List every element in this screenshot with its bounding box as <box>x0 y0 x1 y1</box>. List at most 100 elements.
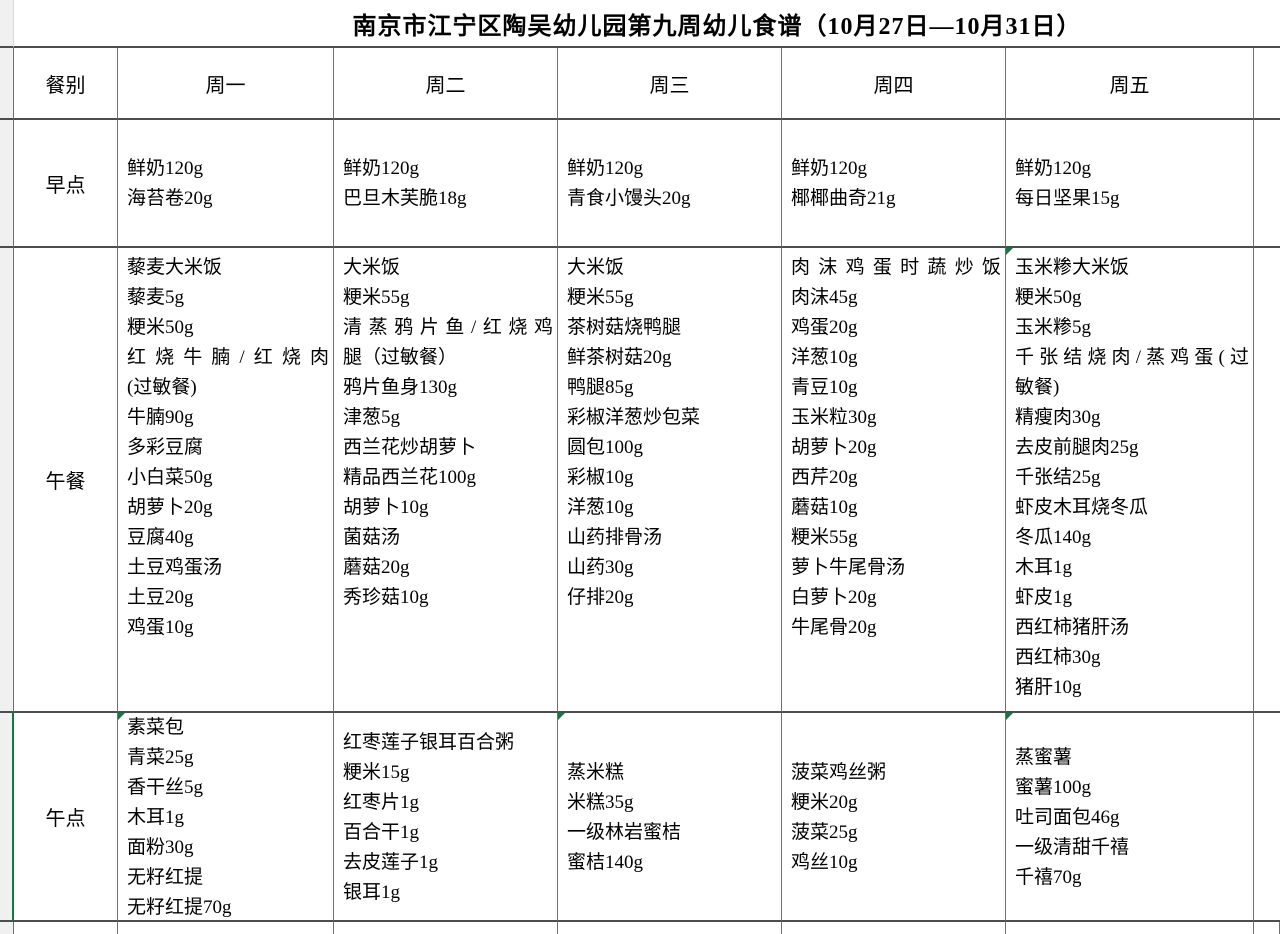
menu-line: 蘑菇20g <box>343 557 410 578</box>
left-margin <box>0 120 14 248</box>
menu-cell[interactable]: 鲜奶120g 每日坚果15g <box>1006 120 1254 248</box>
column-header-day-2[interactable]: 周二 <box>334 48 558 120</box>
menu-cell[interactable]: 玉米糁大米饭 粳米50g 玉米糁5g 千张结烧肉/蒸鸡蛋(过 敏餐) 精瘦肉30g 去皮前腿… <box>1006 248 1254 713</box>
table-edge-cell <box>1254 120 1280 248</box>
menu-line: 香干丝5g <box>127 776 204 798</box>
menu-cell[interactable]: 菠菜鸡丝粥 粳米20g 菠菜25g 鸡丝10g <box>782 713 1006 922</box>
menu-line: 多彩豆腐 <box>127 437 204 458</box>
menu-line: 素菜包 <box>127 716 185 738</box>
menu-line: 鲜奶120g <box>127 158 204 179</box>
menu-line: 仔排20g <box>567 587 634 608</box>
menu-line: 银耳1g <box>343 881 401 903</box>
menu-line: 椰椰曲奇21g <box>791 188 896 209</box>
menu-line: 巴旦木芙脆18g <box>343 188 467 209</box>
partial-row-cell <box>1006 922 1254 934</box>
menu-line: 蜜桔140g <box>567 851 644 873</box>
menu-line: 大米饭 <box>567 257 625 278</box>
meal-label-cell[interactable]: 午餐 <box>14 248 118 713</box>
menu-line: 去皮前腿肉25g <box>1015 437 1139 458</box>
column-header-day-5[interactable]: 周五 <box>1006 48 1254 120</box>
menu-line: 精瘦肉30g <box>1015 407 1101 428</box>
menu-line: 红枣莲子银耳百合粥 <box>343 731 515 753</box>
menu-line: 蜜薯100g <box>1015 776 1092 798</box>
menu-line: 红烧牛腩/红烧肉 <box>127 347 329 368</box>
menu-line: 藜麦5g <box>127 287 185 308</box>
menu-line: 肉沫45g <box>791 287 858 308</box>
menu-line: 蒸蜜薯 <box>1015 746 1073 768</box>
menu-line: 粳米55g <box>791 527 858 548</box>
menu-line: 玉米糁5g <box>1015 317 1092 338</box>
left-margin <box>0 48 14 120</box>
menu-line: 牛腩90g <box>127 407 194 428</box>
menu-line: 虾皮1g <box>1015 587 1073 608</box>
left-margin <box>0 922 14 934</box>
menu-line: 蒸米糕 <box>567 761 625 783</box>
menu-line: 洋葱10g <box>567 497 634 518</box>
menu-line: 米糕35g <box>567 791 634 813</box>
menu-line: 菌菇汤 <box>343 527 401 548</box>
menu-line: 西红柿猪肝汤 <box>1015 617 1130 638</box>
menu-line: 洋葱10g <box>791 347 858 368</box>
menu-cell[interactable]: 蒸蜜薯 蜜薯100g 吐司面包46g 一级清甜千禧 千禧70g <box>1006 713 1254 922</box>
partial-row-cell <box>118 922 334 934</box>
table-edge-cell <box>1254 48 1280 120</box>
menu-line: 青菜25g <box>127 746 194 768</box>
partial-row-cell <box>558 922 782 934</box>
menu-line: 津葱5g <box>343 407 401 428</box>
partial-row-cell <box>14 922 118 934</box>
menu-line: 秀珍菇10g <box>343 587 429 608</box>
partial-row-cell <box>1254 922 1280 934</box>
menu-line: 蘑菇10g <box>791 497 858 518</box>
menu-line: 山药排骨汤 <box>567 527 663 548</box>
menu-cell[interactable]: 肉沫鸡蛋时蔬炒饭 肉沫45g 鸡蛋20g 洋葱10g 青豆10g 玉米粒30g 胡萝卜20g… <box>782 248 1006 713</box>
menu-line: 胡萝卜20g <box>127 497 213 518</box>
menu-line: 粳米55g <box>343 287 410 308</box>
column-header-day-3[interactable]: 周三 <box>558 48 782 120</box>
column-header-meal[interactable]: 餐别 <box>14 48 118 120</box>
menu-line: 彩椒洋葱炒包菜 <box>567 407 701 428</box>
menu-line: 豆腐40g <box>127 527 194 548</box>
menu-line: 千禧70g <box>1015 866 1082 888</box>
menu-cell[interactable]: 素菜包 青菜25g 香干丝5g 木耳1g 面粉30g 无籽红提 无籽红提70g <box>118 713 334 922</box>
menu-line: 胡萝卜10g <box>343 497 429 518</box>
menu-line: 清蒸鸦片鱼/红烧鸡 <box>343 317 553 338</box>
menu-cell[interactable]: 蒸米糕 米糕35g 一级林岩蜜桔 蜜桔140g <box>558 713 782 922</box>
menu-line: 粳米50g <box>127 317 194 338</box>
menu-line: 小白菜50g <box>127 467 213 488</box>
column-header-day-1[interactable]: 周一 <box>118 48 334 120</box>
menu-line: 菠菜鸡丝粥 <box>791 761 887 783</box>
error-indicator-icon <box>118 713 125 720</box>
menu-line: 木耳1g <box>1015 557 1073 578</box>
meal-label-cell[interactable]: 午点 <box>14 713 118 922</box>
partial-row-cell <box>782 922 1006 934</box>
menu-line: 鲜奶120g <box>1015 158 1092 179</box>
column-header-day-4[interactable]: 周四 <box>782 48 1006 120</box>
menu-cell[interactable]: 鲜奶120g 椰椰曲奇21g <box>782 120 1006 248</box>
menu-cell[interactable]: 藜麦大米饭 藜麦5g 粳米50g 红烧牛腩/红烧肉 (过敏餐) 牛腩90g 多彩豆腐 小白菜5… <box>118 248 334 713</box>
menu-cell[interactable]: 鲜奶120g 巴旦木芙脆18g <box>334 120 558 248</box>
menu-cell[interactable]: 鲜奶120g 海苔卷20g <box>118 120 334 248</box>
error-indicator-icon <box>1006 248 1013 255</box>
menu-line: 粳米20g <box>791 791 858 813</box>
menu-line: 冬瓜140g <box>1015 527 1092 548</box>
menu-cell[interactable]: 红枣莲子银耳百合粥 粳米15g 红枣片1g 百合干1g 去皮莲子1g 银耳1g <box>334 713 558 922</box>
menu-line: 精品西兰花100g <box>343 467 477 488</box>
menu-line: 腿（过敏餐） <box>343 347 458 368</box>
menu-line: 红枣片1g <box>343 791 420 813</box>
table-edge-cell <box>1254 248 1280 713</box>
menu-cell[interactable]: 大米饭 粳米55g 清蒸鸦片鱼/红烧鸡 腿（过敏餐） 鸦片鱼身130g 津葱5g 西兰花炒胡… <box>334 248 558 713</box>
menu-line: 菠菜25g <box>791 821 858 843</box>
menu-cell[interactable]: 鲜奶120g 青食小馒头20g <box>558 120 782 248</box>
menu-line: 鲜奶120g <box>343 158 420 179</box>
menu-line: 肉沫鸡蛋时蔬炒饭 <box>791 257 1001 278</box>
menu-line: 鲜奶120g <box>567 158 644 179</box>
menu-line: 彩椒10g <box>567 467 634 488</box>
menu-line: 鲜奶120g <box>791 158 868 179</box>
menu-line: 圆包100g <box>567 437 644 458</box>
menu-cell[interactable]: 大米饭 粳米55g 茶树菇烧鸭腿 鲜茶树菇20g 鸭腿85g 彩椒洋葱炒包菜 圆包100g 彩… <box>558 248 782 713</box>
menu-line: 鸭腿85g <box>567 377 634 398</box>
menu-line: 敏餐) <box>1015 377 1060 398</box>
menu-line: 海苔卷20g <box>127 188 213 209</box>
meal-label-cell[interactable]: 早点 <box>14 120 118 248</box>
